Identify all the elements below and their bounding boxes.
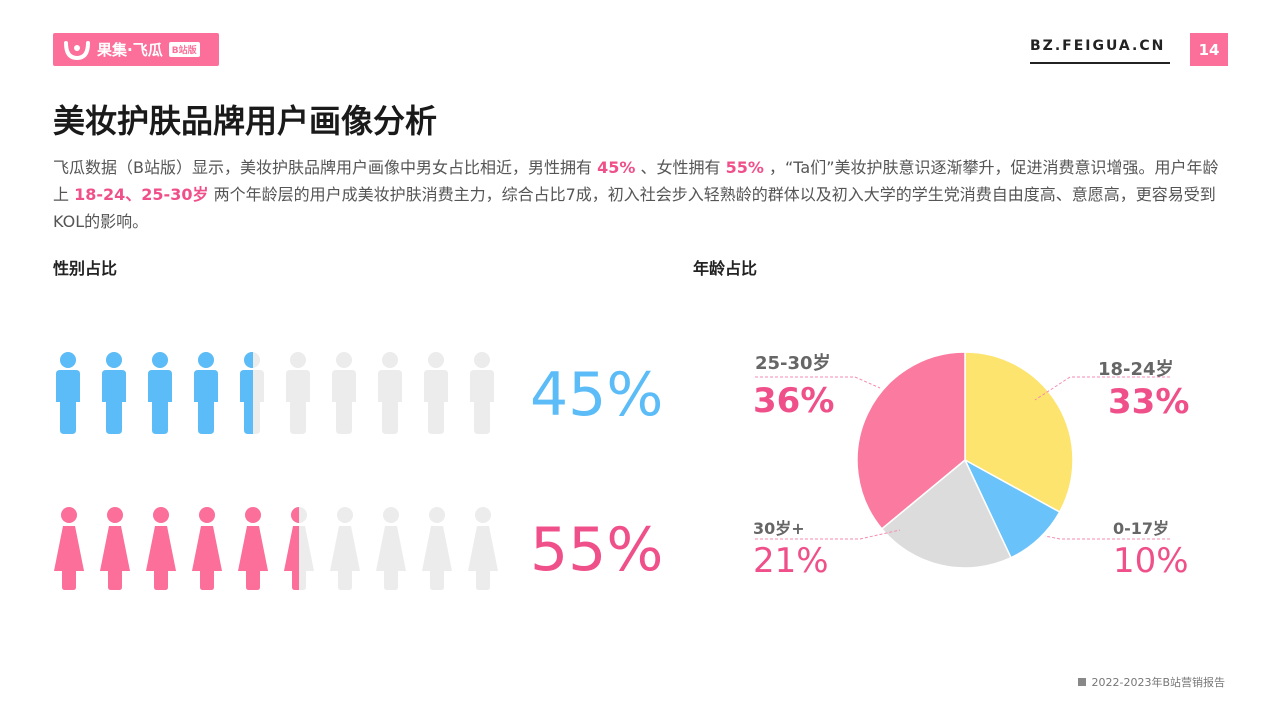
age-value-18-24: 33% (1108, 382, 1190, 422)
female-figure-icon (422, 507, 452, 590)
logo-tag: B站版 (168, 42, 200, 57)
age-label-30plus: 30岁+ (753, 519, 805, 538)
male-figure-icon (332, 352, 356, 434)
female-percentage: 55% (530, 515, 664, 585)
male-filled-icons (56, 352, 253, 434)
pie-slice-18-24岁 (964, 351, 1074, 514)
male-figure-icon (240, 352, 253, 434)
male-pictogram (56, 352, 494, 434)
male-figure-icon (424, 352, 448, 434)
male-percentage: 45% (530, 360, 664, 430)
age-label-18-24: 18-24岁 (1098, 359, 1174, 380)
age-label-0-17: 0-17岁 (1113, 519, 1170, 538)
male-figure-icon (286, 352, 310, 434)
male-figure-icon (194, 352, 218, 434)
female-figure-icon (54, 507, 84, 590)
age-pie-chart (755, 351, 1170, 569)
female-figure-icon (468, 507, 498, 590)
footer: 2022-2023年B站营销报告 (1078, 674, 1225, 690)
male-figure-icon (378, 352, 402, 434)
female-figure-icon (284, 507, 299, 590)
age-label-25-30: 25-30岁 (755, 353, 831, 374)
age-value-25-30: 36% (753, 381, 835, 421)
logo-icon (64, 40, 90, 60)
female-figure-icon (330, 507, 360, 590)
desc-part-4: 两个年龄层的用户成美妆护肤消费主力，综合占比7成，初入社会步入轻熟龄的群体以及初… (53, 185, 1216, 231)
age-section-title: 年龄占比 (693, 259, 758, 278)
desc-male-pct: 45% (597, 158, 636, 177)
gender-section-title: 性别占比 (53, 259, 118, 278)
desc-part-3: ，“Ta们”美妆护肤意识逐渐攀升，促进消费意识增强。用户年龄上 (53, 158, 1219, 204)
page-title: 美妆护肤品牌用户画像分析 (53, 102, 438, 140)
female-figure-icon (146, 507, 176, 590)
female-figure-icon (238, 507, 268, 590)
desc-part-1: 飞瓜数据（B站版）显示，美妆护肤品牌用户画像中男女占比相近，男性拥有 (53, 158, 592, 177)
desc-female-pct: 55% (725, 158, 764, 177)
footer-square-icon (1078, 678, 1087, 686)
male-figure-icon (148, 352, 172, 434)
male-figure-icon (56, 352, 80, 434)
desc-ages: 18-24、25-30岁 (74, 185, 209, 204)
footer-text: 2022-2023年B站营销报告 (1091, 676, 1225, 689)
site-url[interactable]: BZ.FEIGUA.CN (1030, 38, 1170, 64)
leader-line-18-24岁 (1034, 376, 1170, 401)
female-figure-icon (100, 507, 130, 590)
male-figure-icon (102, 352, 126, 434)
pie-slice-30岁+ (880, 458, 1012, 569)
age-value-0-17: 10% (1113, 541, 1189, 581)
leader-line-25-30岁 (755, 376, 881, 389)
female-figure-icon (192, 507, 222, 590)
female-figure-icon (376, 507, 406, 590)
age-value-30plus: 21% (753, 541, 829, 581)
leader-line-30岁+ (755, 529, 901, 540)
desc-part-2: 、女性拥有 (640, 158, 721, 177)
leader-line-0-17岁 (1044, 535, 1170, 540)
logo-text: 果集·飞瓜 (97, 41, 163, 59)
female-filled-icons (54, 507, 299, 590)
page-number: 14 (1190, 33, 1228, 66)
description: 飞瓜数据（B站版）显示，美妆护肤品牌用户画像中男女占比相近，男性拥有 45% 、… (53, 154, 1233, 235)
pie-slice-25-30岁 (856, 351, 966, 530)
female-pictogram (54, 507, 498, 590)
brand-logo: 果集·飞瓜 B站版 (53, 33, 219, 66)
male-figure-icon (470, 352, 494, 434)
